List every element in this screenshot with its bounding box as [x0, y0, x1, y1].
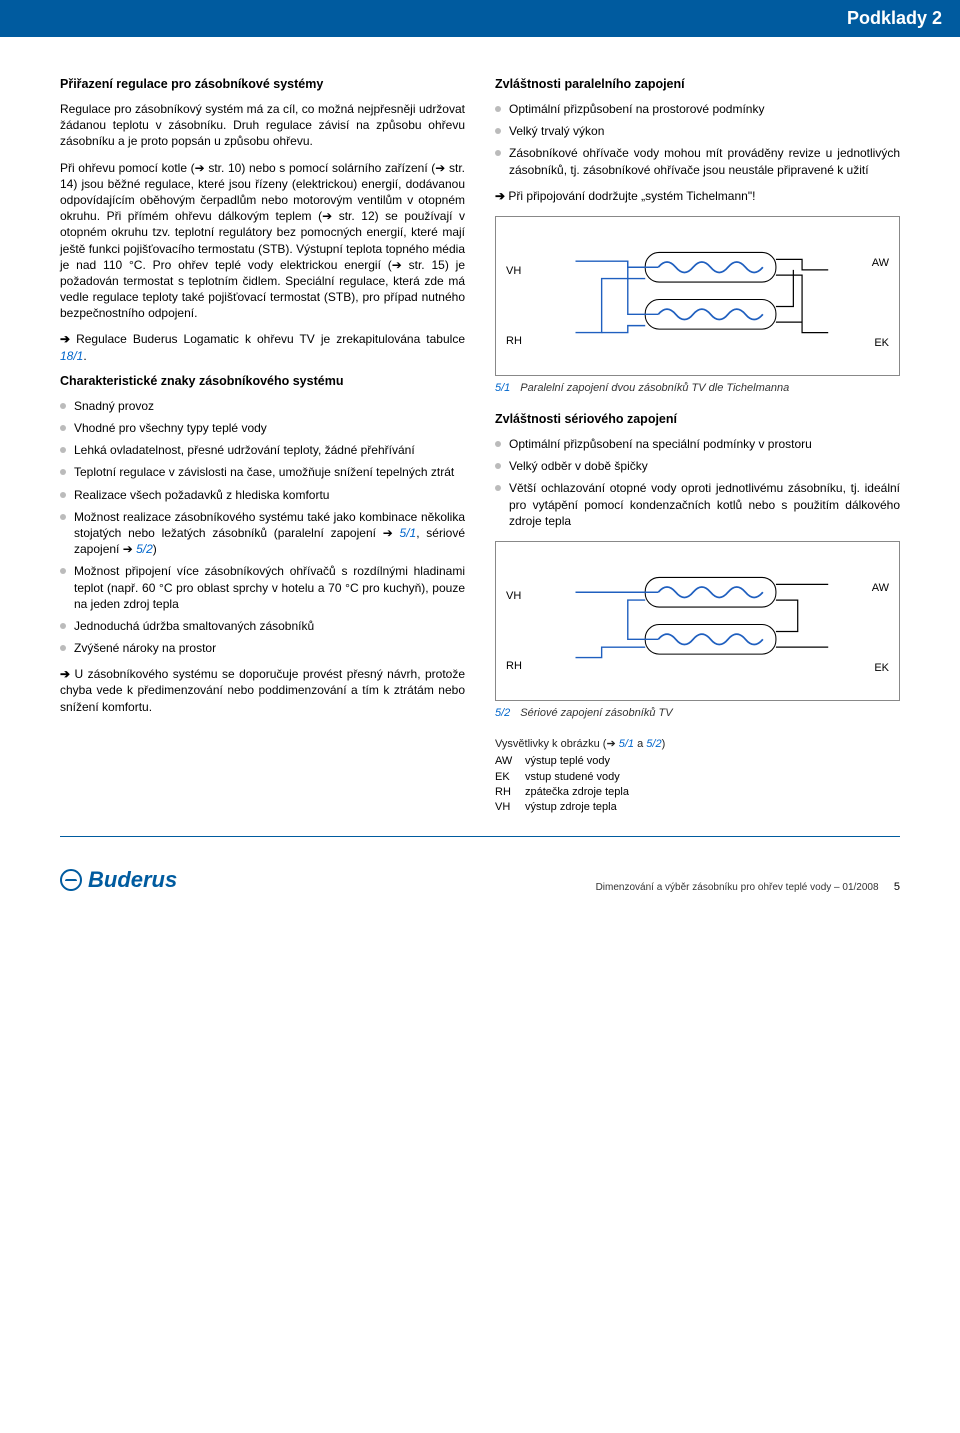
footer-right: Dimenzování a výběr zásobníku pro ohřev … — [596, 879, 900, 893]
fig2-ek: EK — [874, 662, 889, 674]
left-bullets: Snadný provoz Vhodné pro všechny typy te… — [60, 398, 465, 656]
bullet: Teplotní regulace v závislosti na čase, … — [60, 464, 465, 480]
left-arrow2: U zásobníkového systému se doporučuje pr… — [60, 666, 465, 715]
fig2-vh: VH — [506, 590, 521, 602]
bullet: Optimální přizpůsobení na speciální podm… — [495, 436, 900, 452]
legend-row: VHvýstup zdroje tepla — [495, 800, 900, 815]
bullet: Realizace všech požadavků z hlediska kom… — [60, 487, 465, 503]
legend-row: EKvstup studené vody — [495, 770, 900, 785]
fig2-aw: AW — [872, 582, 889, 594]
fig2-rh: RH — [506, 660, 522, 672]
bullet: Velký odběr v době špičky — [495, 458, 900, 474]
footer-doc-title: Dimenzování a výběr zásobníku pro ohřev … — [596, 882, 879, 893]
bullet: Větší ochlazování otopné vody oproti jed… — [495, 480, 900, 529]
fig2-svg — [510, 560, 885, 682]
figure-5-2: VH RH AW EK — [495, 541, 900, 701]
bullet: Vhodné pro všechny typy teplé vody — [60, 420, 465, 436]
legend-row: RHzpátečka zdroje tepla — [495, 785, 900, 800]
bullet: Velký trvalý výkon — [495, 123, 900, 139]
left-column: Přiřazení regulace pro zásobníkové systé… — [60, 77, 465, 816]
fig1-ek: EK — [874, 337, 889, 349]
bullet: Možnost připojení více zásobníkových ohř… — [60, 563, 465, 612]
fig1-aw: AW — [872, 257, 889, 269]
legend-row: AWvýstup teplé vody — [495, 754, 900, 769]
content-columns: Přiřazení regulace pro zásobníkové systé… — [0, 77, 960, 836]
right-h1: Zvláštnosti paralelního zapojení — [495, 77, 900, 91]
left-h1: Přiřazení regulace pro zásobníkové systé… — [60, 77, 465, 91]
header-title: Podklady 2 — [847, 8, 942, 28]
legend-header: Vysvětlivky k obrázku (➔ 5/1 a 5/2) — [495, 737, 900, 752]
right-column: Zvláštnosti paralelního zapojení Optimál… — [495, 77, 900, 816]
left-p1: Regulace pro zásobníkový systém má za cí… — [60, 101, 465, 150]
brand-logo: Buderus — [60, 867, 177, 893]
bullet: Možnost realizace zásobníkového systému … — [60, 509, 465, 558]
fig2-caption: 5/2Sériové zapojení zásobníků TV — [495, 707, 900, 719]
left-h2: Charakteristické znaky zásobníkového sys… — [60, 374, 465, 388]
page-number: 5 — [894, 881, 900, 893]
page-footer: Buderus Dimenzování a výběr zásobníku pr… — [0, 867, 960, 907]
bullet: Optimální přizpůsobení na prostorové pod… — [495, 101, 900, 117]
fig1-rh: RH — [506, 335, 522, 347]
fig1-svg — [510, 235, 885, 357]
bullet: Zásobníkové ohřívače vody mohou mít prov… — [495, 145, 900, 177]
fig1-vh: VH — [506, 265, 521, 277]
fig1-caption: 5/1Paralelní zapojení dvou zásobníků TV … — [495, 382, 900, 394]
logo-text: Buderus — [88, 867, 177, 893]
right-bullets-1: Optimální přizpůsobení na prostorové pod… — [495, 101, 900, 178]
right-arrow1: Při připojování dodržujte „systém Tichel… — [495, 188, 900, 204]
right-bullets-2: Optimální přizpůsobení na speciální podm… — [495, 436, 900, 529]
right-h2: Zvláštnosti sériového zapojení — [495, 412, 900, 426]
bullet: Zvýšené nároky na prostor — [60, 640, 465, 656]
bullet: Lehká ovladatelnost, přesné udržování te… — [60, 442, 465, 458]
left-p2: Při ohřevu pomocí kotle (➔ str. 10) nebo… — [60, 160, 465, 322]
page-header: Podklady 2 — [0, 0, 960, 37]
footer-rule — [60, 836, 900, 837]
figure-5-1: VH RH AW EK — [495, 216, 900, 376]
bullet: Snadný provoz — [60, 398, 465, 414]
logo-icon — [60, 869, 82, 891]
legend: Vysvětlivky k obrázku (➔ 5/1 a 5/2) AWvý… — [495, 737, 900, 816]
left-arrow1: Regulace Buderus Logamatic k ohřevu TV j… — [60, 331, 465, 363]
bullet: Jednoduchá údržba smaltovaných zásobníků — [60, 618, 465, 634]
